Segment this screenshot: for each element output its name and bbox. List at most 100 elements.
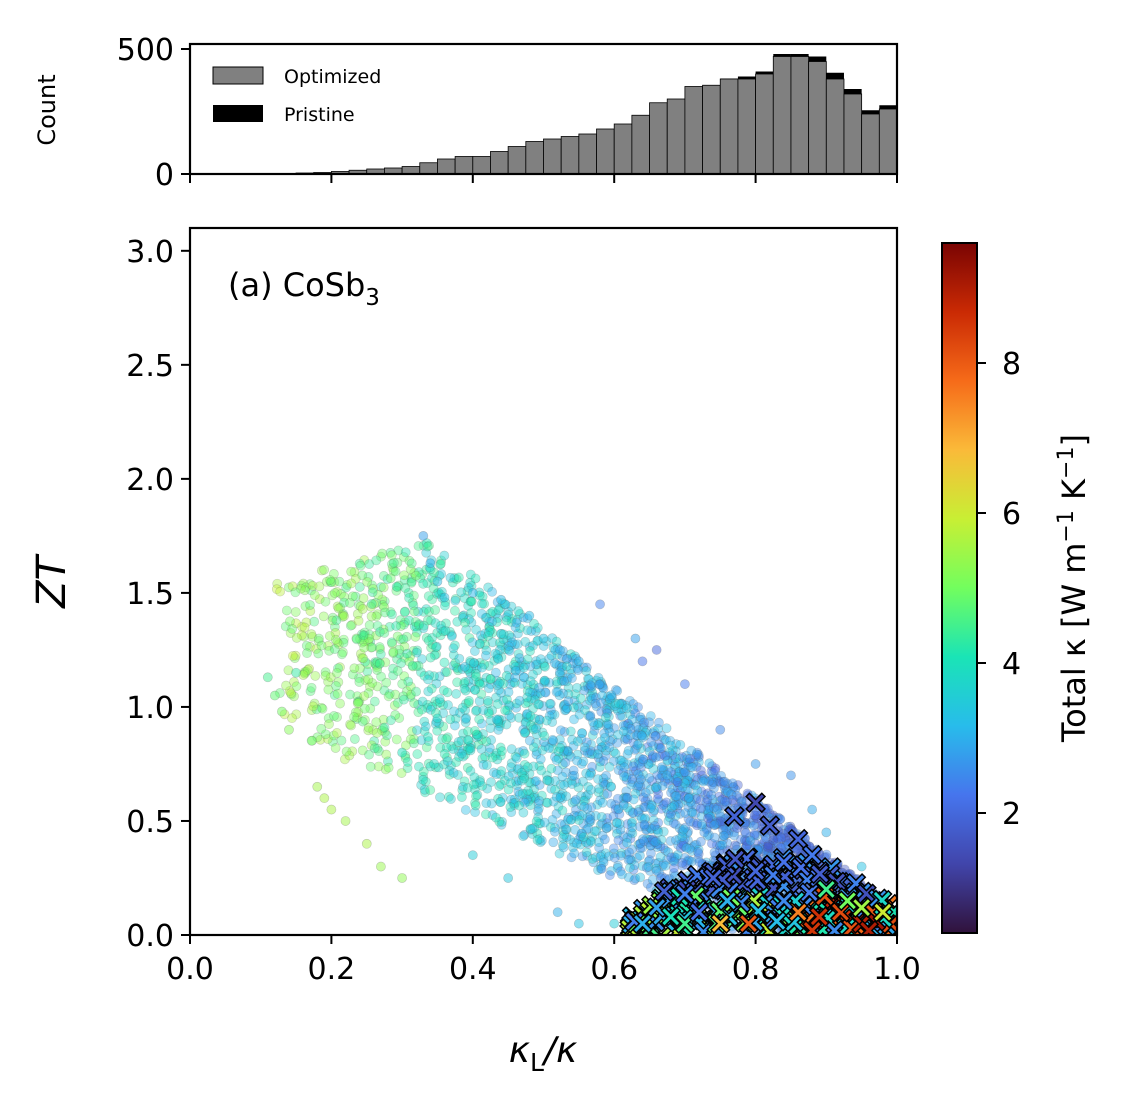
scatter-ytick-label: 1.5 bbox=[126, 577, 174, 612]
scatter-point-optimized bbox=[748, 815, 759, 826]
scatter-point-optimized bbox=[604, 742, 615, 753]
scatter-point-optimized bbox=[384, 621, 395, 632]
scatter-point-optimized bbox=[380, 727, 390, 737]
scatter-point-optimized bbox=[698, 776, 709, 787]
scatter-point-optimized bbox=[446, 794, 456, 804]
colorbar-gradient bbox=[941, 242, 978, 934]
scatter-point-optimized bbox=[571, 804, 581, 815]
scatter-point-optimized bbox=[411, 647, 422, 658]
scatter-point-optimized bbox=[301, 640, 312, 651]
scatter-point-optimized bbox=[525, 711, 536, 721]
legend-swatch-pristine bbox=[213, 105, 263, 122]
scatter-point-optimized bbox=[382, 730, 392, 741]
histogram-bars bbox=[260, 54, 897, 174]
xlabel-kappa: κ bbox=[509, 1030, 531, 1071]
scatter-point-optimized bbox=[681, 842, 692, 853]
scatter-point-optimized bbox=[333, 639, 344, 650]
scatter-ytick-label: 2.0 bbox=[126, 463, 174, 498]
scatter-point-optimized bbox=[576, 829, 587, 839]
scatter-point-optimized bbox=[579, 745, 590, 756]
scatter-point-optimized bbox=[636, 730, 647, 741]
scatter-point-optimized bbox=[562, 777, 573, 788]
scatter-point-optimized bbox=[628, 761, 639, 772]
scatter-point-optimized bbox=[476, 718, 487, 729]
scatter-ytick-label: 0.5 bbox=[126, 805, 174, 840]
scatter-point-optimized bbox=[532, 835, 543, 845]
scatter-point-optimized bbox=[520, 726, 531, 737]
scatter-point-optimized bbox=[599, 789, 609, 800]
scatter-point-optimized bbox=[468, 658, 479, 669]
scatter-point-optimized bbox=[581, 662, 592, 673]
scatter-point-optimized bbox=[448, 767, 459, 778]
scatter-point-optimized bbox=[594, 783, 604, 794]
scatter-point-optimized bbox=[400, 547, 411, 558]
scatter-point-optimized bbox=[444, 792, 454, 802]
scatter-ytick-label: 3.0 bbox=[126, 235, 174, 270]
scatter-point-optimized bbox=[645, 803, 656, 814]
scatter-point-optimized bbox=[589, 748, 600, 759]
scatter-point-optimized bbox=[531, 776, 541, 786]
scatter-point-optimized bbox=[281, 605, 292, 616]
scatter-point-optimized bbox=[471, 705, 482, 716]
scatter-point-optimized bbox=[566, 664, 576, 675]
scatter-point-optimized bbox=[484, 627, 495, 638]
scatter-point-optimized bbox=[492, 675, 502, 686]
scatter-point-optimized bbox=[542, 797, 553, 808]
scatter-point-optimized bbox=[592, 799, 603, 810]
scatter-point-optimized bbox=[720, 796, 730, 807]
scatter-point-optimized bbox=[381, 749, 392, 760]
hist-bar-optimized bbox=[472, 156, 491, 174]
scatter-point-optimized bbox=[612, 862, 623, 873]
scatter-point-optimized bbox=[619, 734, 630, 745]
scatter-point-optimized bbox=[466, 596, 477, 607]
scatter-point-optimized bbox=[660, 845, 671, 856]
scatter-point-optimized bbox=[363, 725, 374, 736]
scatter-point-optimized bbox=[604, 870, 615, 881]
scatter-point-optimized bbox=[566, 814, 577, 825]
scatter-point-optimized bbox=[446, 741, 457, 751]
scatter-point-optimized bbox=[669, 867, 679, 878]
scatter-point-optimized bbox=[512, 764, 523, 775]
scatter-point-optimized bbox=[709, 820, 720, 830]
scatter-xtick-label: 0.6 bbox=[590, 952, 638, 987]
scatter-point-optimized bbox=[357, 629, 367, 640]
scatter-point-optimized bbox=[586, 768, 596, 779]
scatter-point-optimized bbox=[450, 595, 461, 606]
scatter-point-optimized bbox=[552, 679, 562, 690]
scatter-point-optimized bbox=[501, 719, 512, 730]
scatter-point-optimized bbox=[507, 613, 517, 624]
scatter-point-optimized bbox=[728, 781, 739, 792]
scatter-point-optimized bbox=[551, 659, 562, 670]
histogram-legend: Optimized Pristine bbox=[212, 66, 381, 126]
scatter-point-optimized bbox=[346, 720, 356, 731]
scatter-point-optimized bbox=[720, 790, 731, 800]
scatter-point-optimized bbox=[533, 798, 544, 809]
scatter-point-optimized bbox=[685, 791, 695, 802]
scatter-point-optimized bbox=[538, 633, 549, 644]
scatter-point-optimized bbox=[641, 778, 651, 789]
scatter-point-optimized bbox=[654, 742, 664, 753]
scatter-point-optimized bbox=[683, 793, 694, 804]
scatter-point-optimized bbox=[547, 734, 558, 745]
scatter-point-optimized bbox=[595, 697, 606, 708]
scatter-point-optimized bbox=[546, 763, 557, 774]
scatter-point-optimized bbox=[289, 653, 300, 664]
scatter-point-optimized bbox=[551, 755, 562, 765]
scatter-xtick-label: 1.0 bbox=[873, 952, 921, 987]
scatter-point-optimized bbox=[417, 696, 428, 707]
scatter-point-optimized bbox=[643, 759, 654, 770]
scatter-point-optimized bbox=[559, 780, 569, 790]
scatter-point-optimized bbox=[639, 717, 649, 728]
scatter-point-optimized bbox=[539, 817, 550, 828]
hist-bar-optimized bbox=[613, 123, 633, 174]
scatter-point-optimized bbox=[644, 773, 655, 783]
scatter-point-optimized bbox=[377, 725, 387, 736]
scatter-xtick-label: 0.4 bbox=[449, 952, 497, 987]
scatter-point-optimized bbox=[498, 629, 509, 640]
scatter-point-optimized bbox=[745, 835, 756, 846]
scatter-point-optimized bbox=[557, 671, 567, 681]
scatter-point-optimized bbox=[491, 714, 502, 725]
scatter-point-optimized bbox=[289, 677, 299, 687]
scatter-point-optimized bbox=[478, 729, 489, 739]
scatter-point-optimized bbox=[450, 713, 461, 724]
